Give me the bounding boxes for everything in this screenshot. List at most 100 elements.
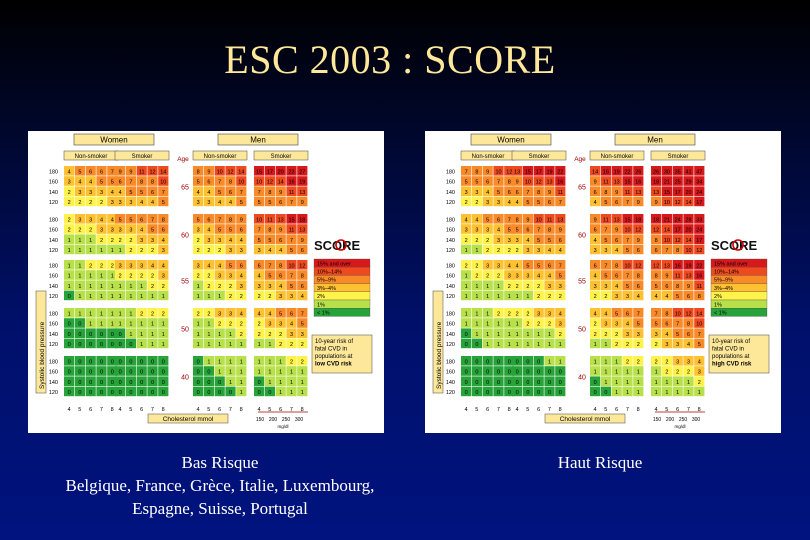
risk-cell <box>297 214 308 224</box>
risk-value: 0 <box>119 380 122 386</box>
risk-value: 1 <box>475 248 478 254</box>
risk-value: 1 <box>516 342 519 348</box>
risk-cell <box>694 166 705 176</box>
risk-cell <box>461 166 472 176</box>
risk-cell <box>264 270 275 280</box>
risk-value: 3 <box>486 228 489 234</box>
risk-value: 0 <box>559 390 562 396</box>
risk-value: 17 <box>267 169 273 175</box>
risk-cell <box>214 338 225 349</box>
risk-cell <box>590 290 601 301</box>
sbp-label: 140 <box>446 380 455 386</box>
risk-cell <box>158 386 169 397</box>
risk-cell <box>661 270 672 280</box>
risk-cell <box>214 290 225 301</box>
risk-value: 0 <box>497 359 500 365</box>
sbp-label: 120 <box>49 200 58 206</box>
risk-value: 4 <box>207 190 210 196</box>
age-label: 55 <box>578 278 586 285</box>
risk-value: 7 <box>258 190 261 196</box>
risk-value: 0 <box>129 370 132 376</box>
chol-tick: 4 <box>654 407 657 413</box>
risk-value: 1 <box>279 380 282 386</box>
risk-cell <box>85 166 96 176</box>
caption-low-line-2: Espagne, Suisse, Portugal <box>132 499 308 518</box>
risk-value: 7 <box>604 228 607 234</box>
risk-value: 1 <box>698 390 701 396</box>
risk-cell <box>590 234 601 244</box>
risk-value: 10 <box>288 263 294 269</box>
risk-value: 1 <box>68 284 71 290</box>
risk-cell <box>504 166 515 176</box>
risk-value: 6 <box>207 180 210 186</box>
risk-cell <box>633 244 644 255</box>
risk-value: 10 <box>664 200 670 206</box>
header-sub-label: Non-smoker <box>601 154 634 160</box>
risk-value: 1 <box>140 322 143 328</box>
risk-cell <box>74 166 85 176</box>
risk-cell <box>147 328 158 338</box>
risk-cell <box>125 234 136 244</box>
risk-value: 0 <box>68 332 71 338</box>
risk-value: 2 <box>78 200 81 206</box>
risk-cell <box>555 318 566 328</box>
risk-cell <box>661 214 672 224</box>
risk-value: 1 <box>548 342 551 348</box>
risk-cell <box>555 234 566 244</box>
risk-cell <box>622 260 633 270</box>
risk-value: 2 <box>604 294 607 300</box>
risk-cell <box>264 376 275 386</box>
risk-value: 1 <box>465 322 468 328</box>
risk-cell <box>522 318 533 328</box>
risk-cell <box>225 196 236 207</box>
risk-cell <box>203 338 214 349</box>
risk-cell <box>147 214 158 224</box>
risk-value: 9 <box>615 190 618 196</box>
risk-value: 0 <box>89 390 92 396</box>
risk-cell <box>533 166 544 176</box>
risk-value: 0 <box>100 370 103 376</box>
risk-value: 5 <box>497 190 500 196</box>
risk-value: 2 <box>140 311 143 317</box>
risk-value: 8 <box>268 228 271 234</box>
risk-value: 2 <box>207 311 210 317</box>
risk-value: 2 <box>604 332 607 338</box>
sbp-label: 160 <box>49 180 58 186</box>
risk-value: 1 <box>68 248 71 254</box>
chol-tick: 5 <box>475 407 478 413</box>
risk-cell <box>651 290 662 301</box>
sbp-label: 140 <box>446 284 455 290</box>
risk-value: 3 <box>594 284 597 290</box>
sbp-label: 120 <box>49 342 58 348</box>
risk-value: 8 <box>301 274 304 280</box>
legend-label: < 1% <box>714 311 727 317</box>
risk-value: 3 <box>559 322 562 328</box>
risk-cell <box>115 290 126 301</box>
risk-cell <box>158 196 169 207</box>
mg-unit: mg/dl <box>277 424 288 429</box>
risk-value: 2 <box>637 342 640 348</box>
risk-value: 16 <box>675 263 681 269</box>
risk-cell <box>694 308 705 318</box>
risk-cell <box>504 234 515 244</box>
risk-cell <box>96 318 107 328</box>
risk-cell <box>254 234 265 244</box>
risk-value: 1 <box>240 380 243 386</box>
risk-value: 7 <box>218 180 221 186</box>
risk-cell <box>107 280 118 290</box>
risk-value: 1 <box>465 284 468 290</box>
risk-cell <box>264 214 275 224</box>
risk-value: 2 <box>486 274 489 280</box>
risk-value: 11 <box>557 190 563 196</box>
risk-value: 20 <box>685 190 691 196</box>
risk-cell <box>600 376 611 386</box>
risk-value: 10 <box>217 169 223 175</box>
risk-cell <box>694 356 705 366</box>
risk-value: 3 <box>465 228 468 234</box>
risk-value: 1 <box>111 284 114 290</box>
risk-cell <box>461 308 472 318</box>
risk-value: 4 <box>537 274 540 280</box>
risk-cell <box>661 356 672 366</box>
risk-value: 1 <box>119 284 122 290</box>
risk-value: 0 <box>537 380 540 386</box>
